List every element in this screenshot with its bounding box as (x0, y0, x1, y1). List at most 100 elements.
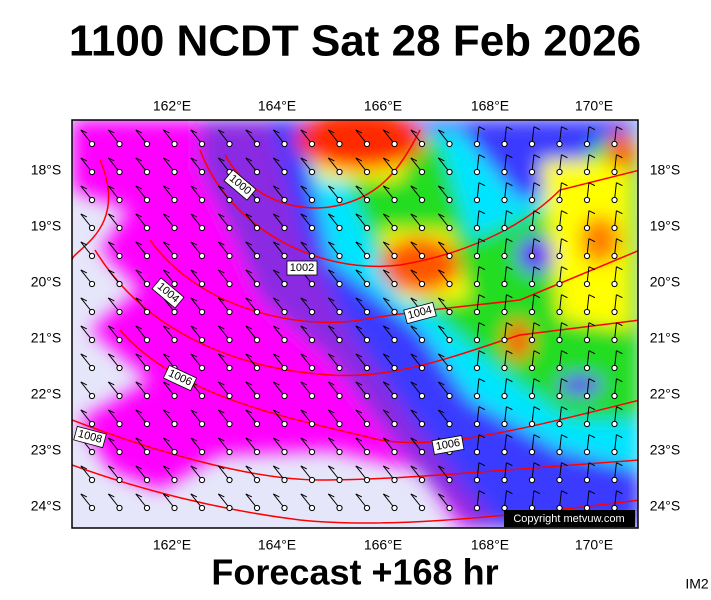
barb-feather (273, 213, 280, 218)
barb-station (363, 336, 371, 344)
barb-station (611, 420, 618, 428)
barb-station (501, 280, 508, 288)
wind-barb (473, 154, 486, 176)
barb-station (116, 252, 123, 260)
wind-barb (473, 434, 486, 456)
barb-feather (108, 297, 115, 302)
barb-station (198, 280, 206, 288)
wind-barb (410, 185, 426, 204)
wind-barb (135, 157, 151, 176)
longitude-label: 168°E (471, 98, 509, 114)
barb-station (473, 504, 481, 512)
wind-barb (437, 241, 453, 260)
barb-feather (190, 409, 198, 414)
barb-station (116, 224, 123, 232)
barb-feather (218, 269, 225, 274)
wind-barb (80, 269, 96, 288)
barb-feather (561, 210, 568, 215)
wind-barb (556, 182, 568, 204)
barb-feather (355, 465, 363, 470)
barb-station (226, 308, 233, 316)
barb-feather (478, 126, 486, 131)
barb-feather (478, 210, 486, 215)
wind-barb (355, 185, 371, 204)
barb-feather (108, 465, 115, 470)
barb-feather (506, 238, 513, 243)
wind-barb (473, 350, 486, 372)
barb-station (281, 392, 288, 400)
barb-feather (506, 490, 513, 495)
barb-station (308, 168, 316, 176)
wind-barb (327, 129, 343, 148)
wind-barb (217, 241, 233, 260)
barb-station (446, 252, 453, 260)
wind-barb (583, 294, 596, 316)
wind-barb (611, 182, 623, 204)
barb-feather (383, 213, 390, 218)
wind-barb (245, 325, 261, 344)
wind-barb (190, 213, 206, 232)
barb-station (556, 448, 563, 456)
wind-barb (437, 185, 453, 204)
wind-barb (410, 129, 426, 148)
barb-station (253, 504, 261, 512)
barb-feather (533, 322, 541, 327)
barb-station (583, 280, 591, 288)
barb-station (556, 392, 563, 400)
wind-barb (135, 213, 151, 232)
wind-barb (528, 462, 541, 484)
wind-barb (583, 462, 596, 484)
barb-feather (108, 325, 115, 330)
barb-station (226, 280, 233, 288)
barb-station (583, 504, 591, 512)
barb-feather (355, 409, 363, 414)
wind-barb (501, 154, 513, 176)
wind-barb (382, 185, 398, 204)
barb-station (116, 308, 123, 316)
wind-barb (611, 238, 623, 260)
barb-feather (588, 462, 596, 467)
barb-feather (506, 210, 513, 215)
isobar-label-box (431, 435, 465, 455)
barb-feather (410, 325, 418, 330)
wind-barb (437, 493, 453, 512)
barb-feather (108, 353, 115, 358)
barb-station (528, 168, 536, 176)
barb-station (391, 280, 398, 288)
wind-barb (355, 409, 371, 428)
barb-station (143, 196, 151, 204)
barb-station (391, 448, 398, 456)
wind-barb (327, 465, 343, 484)
barb-station (391, 224, 398, 232)
wind-barb (410, 269, 426, 288)
barb-feather (588, 378, 596, 383)
barb-station (116, 196, 123, 204)
barb-station (253, 224, 261, 232)
barb-feather (478, 266, 486, 271)
latitude-label: 24°S (650, 498, 681, 514)
barb-station (418, 504, 426, 512)
barb-feather (108, 213, 115, 218)
barb-feather (218, 325, 225, 330)
wind-barb (611, 322, 623, 344)
barb-feather (383, 353, 390, 358)
wind-barb (528, 154, 541, 176)
barb-station (583, 252, 591, 260)
barb-station (253, 308, 261, 316)
wind-barb (473, 490, 486, 512)
barb-station (198, 420, 206, 428)
wind-barb (162, 493, 178, 512)
barb-feather (190, 493, 198, 498)
wind-barb (382, 129, 398, 148)
barb-feather (506, 406, 513, 411)
barb-feather (410, 493, 418, 498)
wind-barb (410, 493, 426, 512)
barb-feather (108, 241, 115, 246)
barb-feather (135, 437, 143, 442)
barb-feather (135, 381, 143, 386)
barb-feather (478, 462, 486, 467)
barb-station (501, 504, 508, 512)
wind-barb (162, 129, 178, 148)
wind-barb (327, 241, 343, 260)
